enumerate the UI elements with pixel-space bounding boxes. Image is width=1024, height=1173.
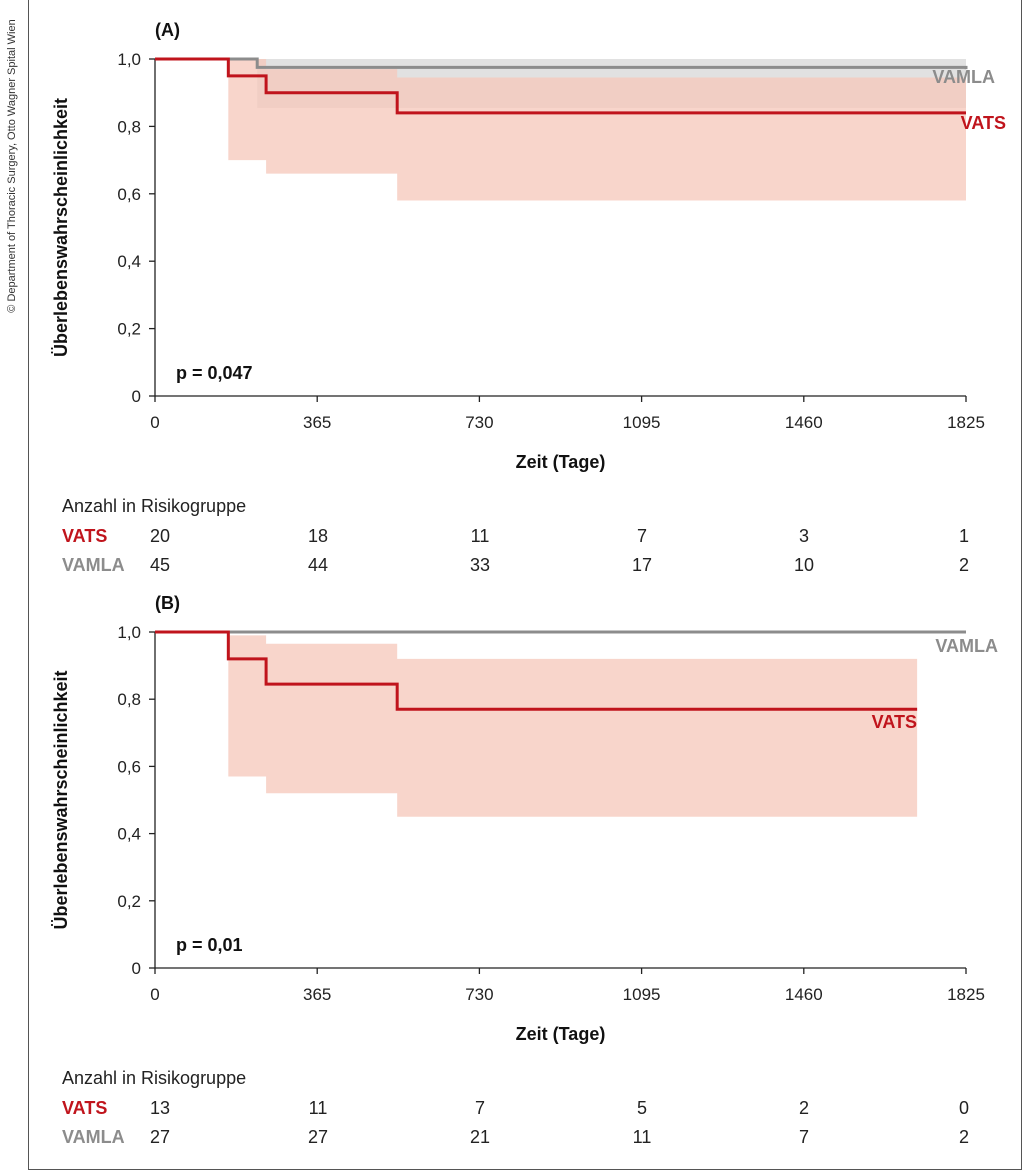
risk-value: 21 bbox=[469, 1127, 491, 1147]
risk-value: 7 bbox=[474, 1098, 486, 1118]
y-tick-label: 0 bbox=[132, 387, 141, 406]
survival-line-vats bbox=[155, 57, 966, 115]
y-tick-label: 0,8 bbox=[117, 690, 141, 709]
x-tick-label: 1095 bbox=[623, 413, 661, 432]
risk-value: 2 bbox=[958, 555, 970, 575]
risk-value: 33 bbox=[469, 555, 491, 575]
confidence-band-vats bbox=[155, 632, 918, 817]
risk-value: 3 bbox=[798, 526, 810, 546]
y-tick-label: 1,0 bbox=[117, 50, 141, 69]
risk-value: 44 bbox=[307, 555, 329, 575]
p-value-prefix: p = bbox=[176, 935, 208, 955]
risk-value: 27 bbox=[307, 1127, 329, 1147]
risk-value: 7 bbox=[636, 526, 648, 546]
y-tick-label: 0,4 bbox=[117, 825, 141, 844]
y-tick-label: 0,8 bbox=[117, 117, 141, 136]
risk-value: 11 bbox=[308, 1098, 328, 1118]
risk-row-label-vats: VATS bbox=[62, 1098, 108, 1118]
figure-frame bbox=[28, 0, 1022, 1170]
risk-row-label-vats: VATS bbox=[62, 526, 108, 546]
series-label-vats: VATS bbox=[961, 113, 1006, 133]
survival-chart-b: 0 0,2 0,4 0,6 0,8 1,0 0 365 730 1095 1460 1825 VAMLA… bbox=[51, 593, 998, 1044]
risk-value: 2 bbox=[958, 1127, 970, 1147]
series-label-vamla: VAMLA bbox=[935, 636, 998, 656]
y-tick-label: 0 bbox=[132, 959, 141, 978]
y-tick-label: 0,2 bbox=[117, 892, 141, 911]
p-value: 0,01 bbox=[208, 935, 243, 955]
series-label-vats: VATS bbox=[872, 712, 917, 732]
p-value-annotation: p = 0,047 bbox=[176, 363, 253, 383]
x-tick-label: 1460 bbox=[785, 413, 823, 432]
risk-value: 7 bbox=[798, 1127, 810, 1147]
y-tick-label: 0,6 bbox=[117, 757, 141, 776]
x-axis-title: Zeit (Tage) bbox=[516, 452, 606, 472]
series-label-vamla: VAMLA bbox=[932, 67, 995, 87]
confidence-band-vats bbox=[155, 59, 966, 201]
y-tick-label: 0,4 bbox=[117, 252, 141, 271]
risk-value: 17 bbox=[631, 555, 653, 575]
x-tick-label: 365 bbox=[303, 413, 331, 432]
y-axis-title: Überlebenswahrscheinlichkeit bbox=[51, 670, 71, 929]
x-tick-label: 1825 bbox=[947, 985, 985, 1004]
risk-table-title: Anzahl in Risikogruppe bbox=[62, 1068, 247, 1088]
risk-row-label-vamla: VAMLA bbox=[62, 1127, 125, 1147]
risk-value: 11 bbox=[470, 526, 490, 546]
p-value: 0,047 bbox=[208, 363, 253, 383]
risk-value: 45 bbox=[149, 555, 171, 575]
p-value-prefix: p = bbox=[176, 363, 208, 383]
x-tick-label: 1825 bbox=[947, 413, 985, 432]
x-axis-title: Zeit (Tage) bbox=[516, 1024, 606, 1044]
panel-label: (A) bbox=[155, 20, 180, 40]
x-tick-label: 1095 bbox=[623, 985, 661, 1004]
risk-value: 1 bbox=[958, 526, 970, 546]
y-tick-label: 0,6 bbox=[117, 185, 141, 204]
y-axis-title: Überlebenswahrscheinlichkeit bbox=[51, 98, 71, 357]
panel-label: (B) bbox=[155, 593, 180, 613]
x-tick-label: 0 bbox=[150, 985, 159, 1004]
risk-value: 5 bbox=[636, 1098, 648, 1118]
risk-value: 0 bbox=[958, 1098, 970, 1118]
x-tick-label: 1460 bbox=[785, 985, 823, 1004]
survival-line-vats bbox=[155, 630, 918, 711]
risk-value: 20 bbox=[149, 526, 171, 546]
x-tick-label: 365 bbox=[303, 985, 331, 1004]
y-tick-label: 1,0 bbox=[117, 623, 141, 642]
risk-value: 27 bbox=[149, 1127, 171, 1147]
risk-value: 10 bbox=[793, 555, 815, 575]
risk-value: 2 bbox=[798, 1098, 810, 1118]
survival-chart-a: 0 0,2 0,4 0,6 0,8 1,0 0 365 730 1095 1460 1825 VAMLA… bbox=[51, 20, 1006, 472]
risk-value: 13 bbox=[149, 1098, 171, 1118]
x-tick-label: 0 bbox=[150, 413, 159, 432]
x-tick-label: 730 bbox=[465, 413, 493, 432]
y-tick-label: 0,2 bbox=[117, 320, 141, 339]
x-tick-label: 730 bbox=[465, 985, 493, 1004]
risk-row-label-vamla: VAMLA bbox=[62, 555, 125, 575]
risk-table-title: Anzahl in Risikogruppe bbox=[62, 496, 247, 516]
risk-value: 18 bbox=[307, 526, 329, 546]
p-value-annotation: p = 0,01 bbox=[176, 935, 243, 955]
risk-value: 11 bbox=[632, 1127, 652, 1147]
